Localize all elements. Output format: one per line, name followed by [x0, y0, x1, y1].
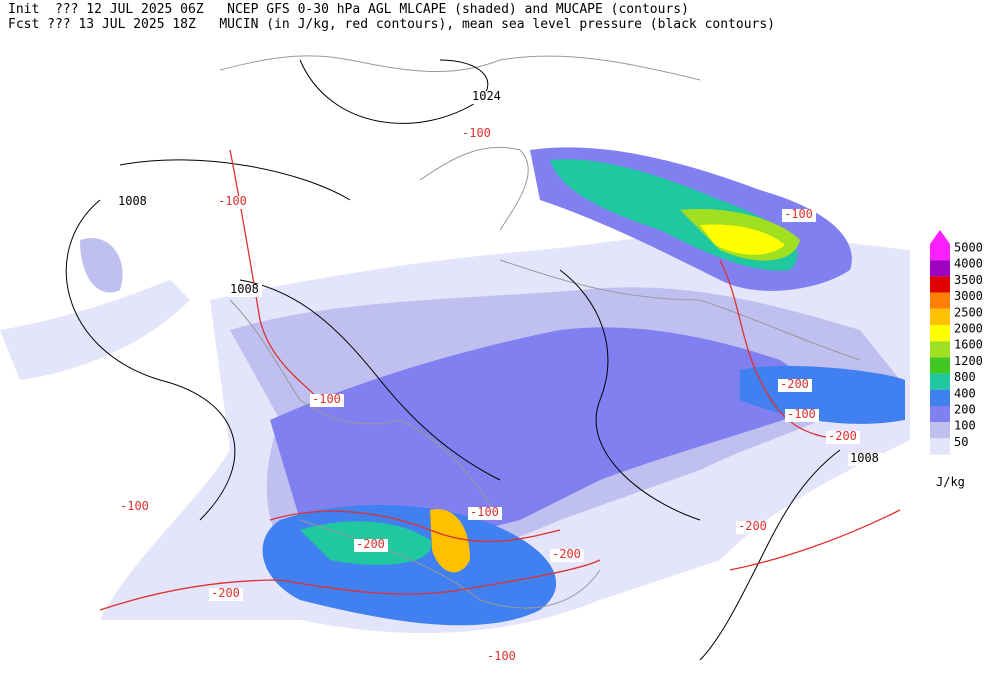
colorbar-label: 1200	[954, 354, 983, 368]
mucin-label: -100	[470, 505, 499, 519]
mucin-label: -200	[211, 586, 240, 600]
colorbar-swatch	[930, 260, 950, 277]
colorbar-label: 50	[954, 435, 968, 449]
mucin-label: -100	[487, 649, 516, 663]
colorbar-arrow	[930, 230, 950, 244]
colorbar-swatch	[930, 292, 950, 309]
colorbar-swatch	[930, 389, 950, 406]
mucin-label: -200	[552, 547, 581, 561]
colorbar-label: 1600	[954, 338, 983, 352]
label-bg	[485, 651, 519, 664]
colorbar-unit: J/kg	[936, 475, 965, 489]
colorbar-swatch	[930, 357, 950, 374]
label-bg	[209, 588, 243, 601]
coastlines	[219, 55, 861, 609]
header-line: Init ??? 12 JUL 2025 06Z NCEP GFS 0-30 h…	[8, 2, 689, 17]
label-bg	[118, 501, 152, 514]
label-bg	[470, 91, 504, 104]
colorbar-label: 100	[954, 419, 976, 433]
mucin-label: -100	[787, 407, 816, 421]
colorbar-swatch	[930, 325, 950, 342]
mucin-label: -100	[462, 126, 491, 140]
colorbar-label: 2500	[954, 305, 983, 319]
mucin-label: -200	[780, 377, 809, 391]
colorbar-swatch	[930, 406, 950, 423]
colorbar-label: 3000	[954, 289, 983, 303]
label-bg	[782, 209, 816, 222]
colorbar-swatch	[930, 438, 950, 455]
colorbar-swatch	[930, 244, 950, 261]
colorbar-swatch	[930, 373, 950, 390]
colorbar-label: 200	[954, 403, 976, 417]
colorbar-label: 5000	[954, 241, 983, 255]
cape-shading	[0, 147, 910, 634]
label-bg	[848, 453, 882, 466]
label-bg	[778, 379, 812, 392]
colorbar-swatch	[930, 422, 950, 439]
colorbar-swatch	[930, 341, 950, 358]
label-bg	[550, 549, 584, 562]
label-bg	[468, 507, 502, 520]
mucin-label: -200	[828, 429, 857, 443]
header-line: Fcst ??? 13 JUL 2025 18Z MUCIN (in J/kg,…	[8, 17, 776, 32]
isobar-label: 1024	[472, 89, 501, 103]
mucin-label: -100	[120, 499, 149, 513]
label-bg	[216, 196, 250, 209]
label-bg	[310, 394, 344, 407]
mucin-label: -100	[784, 207, 813, 221]
isobar-label: 1008	[850, 451, 879, 465]
colorbar-label: 2000	[954, 322, 983, 336]
colorbar-label: 4000	[954, 257, 983, 271]
isobar-label: 1008	[118, 194, 147, 208]
colorbar-swatch	[930, 276, 950, 293]
colorbar-swatch	[930, 308, 950, 325]
isobars	[65, 59, 841, 661]
label-bg	[785, 409, 819, 422]
label-bg	[736, 521, 770, 534]
label-bg	[228, 284, 262, 297]
mucin-label: -100	[218, 194, 247, 208]
colorbar-label: 800	[954, 370, 976, 384]
colorbar-label: 400	[954, 386, 976, 400]
mucin-label: -200	[738, 519, 767, 533]
label-bg	[460, 128, 494, 141]
mucin-label: -100	[312, 392, 341, 406]
label-bg	[116, 196, 150, 209]
mucin-label: -200	[356, 537, 385, 551]
mucin-contours	[99, 149, 901, 611]
colorbar-label: 3500	[954, 273, 983, 287]
label-bg	[826, 431, 860, 444]
label-bg	[354, 539, 388, 552]
isobar-label: 1008	[230, 282, 259, 296]
